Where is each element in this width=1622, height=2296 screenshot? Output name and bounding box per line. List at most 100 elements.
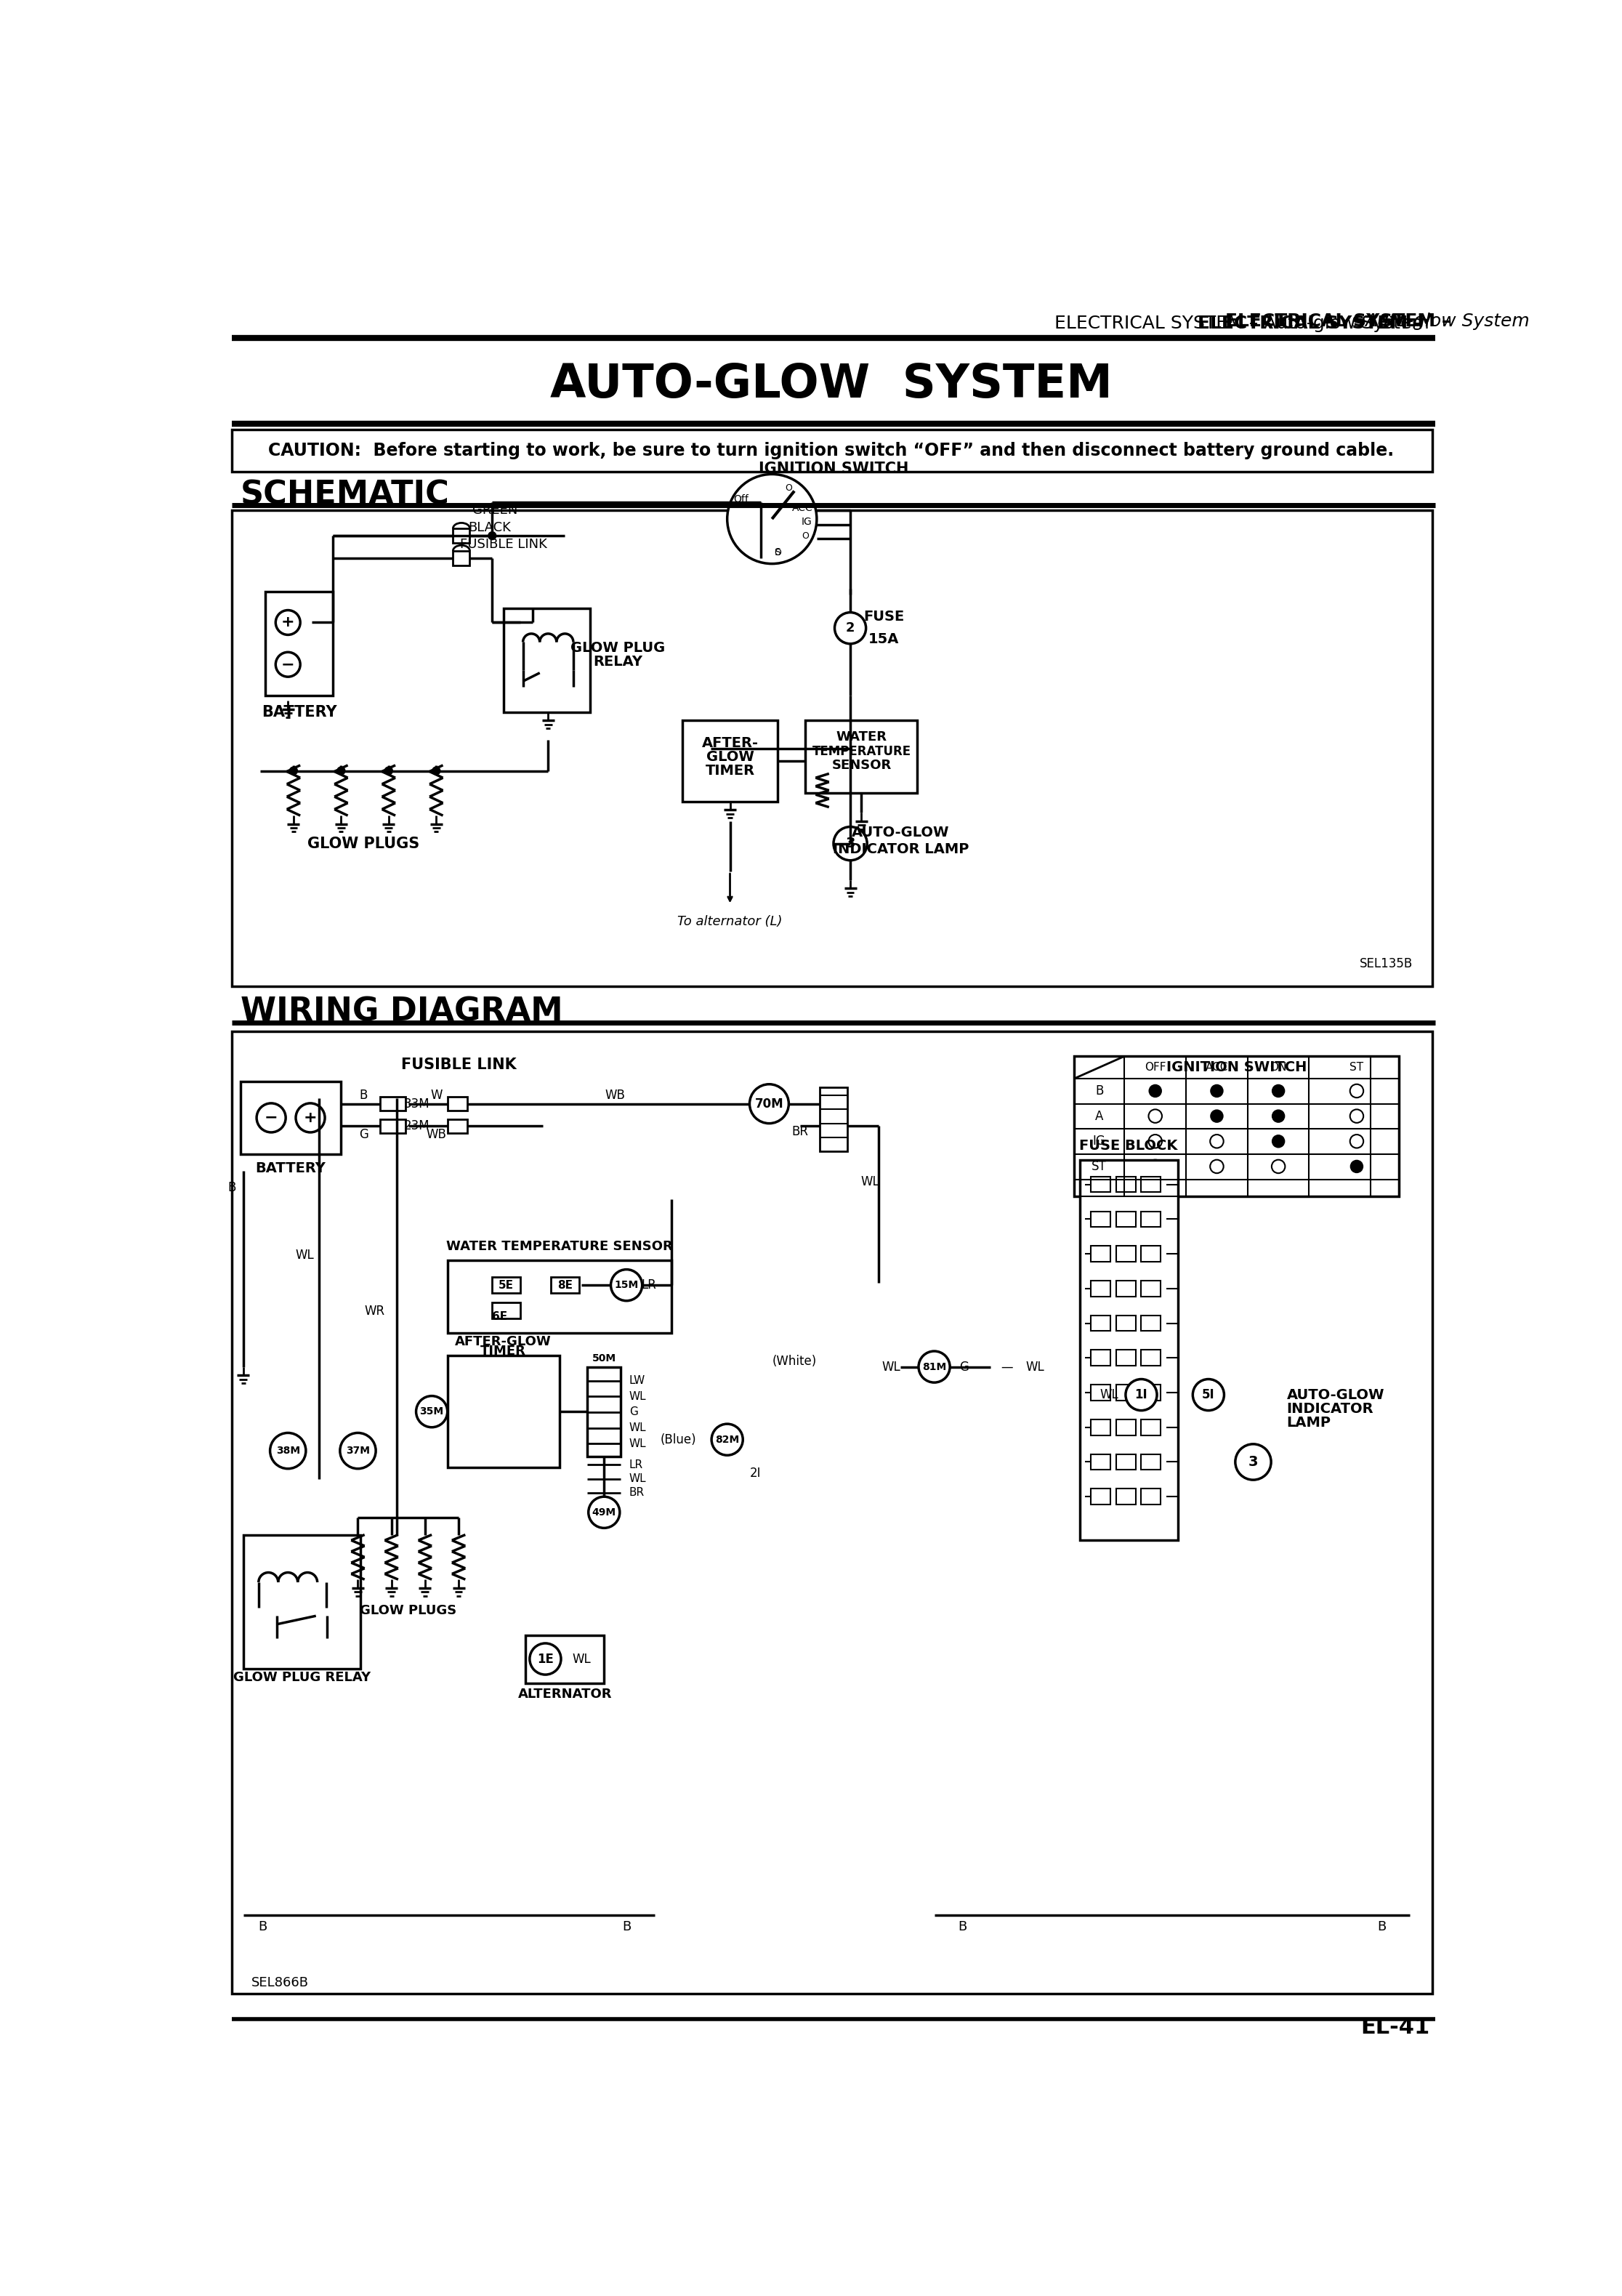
Circle shape <box>1192 1380 1225 1410</box>
Bar <box>266 592 333 696</box>
Text: O: O <box>785 484 792 494</box>
Bar <box>491 1277 521 1293</box>
Bar <box>1092 1419 1111 1435</box>
Text: AUTO-GLOW: AUTO-GLOW <box>1286 1387 1385 1403</box>
Text: INDICATOR: INDICATOR <box>1286 1403 1374 1417</box>
Bar <box>448 1261 672 1334</box>
Text: B: B <box>360 1088 368 1102</box>
Bar <box>1142 1488 1161 1504</box>
Circle shape <box>341 1433 376 1469</box>
Circle shape <box>749 1084 788 1123</box>
Circle shape <box>1272 1134 1285 1148</box>
Bar <box>806 721 918 792</box>
Text: INDICATOR LAMP: INDICATOR LAMP <box>832 843 968 856</box>
Circle shape <box>276 611 300 634</box>
Text: 5I: 5I <box>1202 1389 1215 1401</box>
Text: GLOW PLUGS: GLOW PLUGS <box>308 836 420 852</box>
Text: 6E: 6E <box>491 1311 508 1322</box>
Text: LR: LR <box>641 1279 657 1293</box>
Circle shape <box>1210 1109 1223 1123</box>
Text: AFTER-: AFTER- <box>702 737 759 751</box>
Circle shape <box>1148 1084 1161 1097</box>
Text: 3: 3 <box>1249 1456 1259 1469</box>
Bar <box>232 510 1432 987</box>
Bar <box>1142 1212 1161 1226</box>
Circle shape <box>1350 1134 1364 1148</box>
Text: TIMER: TIMER <box>480 1345 526 1357</box>
Text: GREEN: GREEN <box>472 505 517 517</box>
Text: WB: WB <box>605 1088 626 1102</box>
Text: 70M: 70M <box>754 1097 783 1111</box>
Text: WL: WL <box>629 1437 647 1449</box>
Text: +: + <box>303 1111 316 1125</box>
Text: 38M: 38M <box>276 1446 300 1456</box>
Text: To alternator (L): To alternator (L) <box>678 916 782 928</box>
Text: SCHEMATIC: SCHEMATIC <box>240 480 449 510</box>
Text: WIRING DIAGRAM: WIRING DIAGRAM <box>240 996 563 1026</box>
Text: FUSE: FUSE <box>863 611 905 625</box>
Circle shape <box>289 767 298 776</box>
Bar <box>448 1355 560 1467</box>
Circle shape <box>295 1104 324 1132</box>
Bar <box>1092 1281 1111 1297</box>
Text: IGNITION SWITCH: IGNITION SWITCH <box>759 461 908 475</box>
Bar <box>526 1635 603 1683</box>
Bar <box>1092 1488 1111 1504</box>
Text: SEL866B: SEL866B <box>251 1977 308 1988</box>
Text: WL: WL <box>629 1474 647 1483</box>
Circle shape <box>256 1104 285 1132</box>
Text: 2: 2 <box>845 622 855 634</box>
Text: G: G <box>629 1407 637 1417</box>
Text: G: G <box>358 1127 368 1141</box>
Text: GLOW: GLOW <box>706 751 754 765</box>
Text: B: B <box>957 1919 967 1933</box>
Bar <box>1080 1159 1178 1541</box>
Bar <box>380 1097 405 1111</box>
Bar <box>1116 1419 1135 1435</box>
Text: AUTO-GLOW  SYSTEM: AUTO-GLOW SYSTEM <box>550 363 1113 406</box>
Text: ALTERNATOR: ALTERNATOR <box>517 1688 611 1701</box>
Text: AFTER-GLOW: AFTER-GLOW <box>456 1334 551 1348</box>
Bar <box>1092 1176 1111 1192</box>
Text: RELAY: RELAY <box>594 654 642 668</box>
Text: CAUTION:  Before starting to work, be sure to turn ignition switch “OFF” and the: CAUTION: Before starting to work, be sur… <box>268 441 1395 459</box>
Text: GLOW PLUG: GLOW PLUG <box>571 641 665 654</box>
Circle shape <box>611 1270 642 1302</box>
Text: WB: WB <box>427 1127 446 1141</box>
Text: WL: WL <box>1100 1389 1119 1401</box>
Text: O: O <box>774 549 782 558</box>
Text: 50M: 50M <box>592 1352 616 1364</box>
Bar <box>1142 1384 1161 1401</box>
Circle shape <box>431 767 441 776</box>
Text: ACC: ACC <box>792 503 813 512</box>
Bar <box>240 1081 341 1155</box>
Text: IG: IG <box>1093 1134 1106 1148</box>
Bar <box>243 1534 360 1669</box>
Text: BLACK: BLACK <box>469 521 511 535</box>
Bar <box>1116 1488 1135 1504</box>
Text: B: B <box>1377 1919 1387 1933</box>
Circle shape <box>1350 1159 1364 1173</box>
Text: (Blue): (Blue) <box>660 1433 696 1446</box>
Text: 49M: 49M <box>592 1506 616 1518</box>
Text: WL: WL <box>861 1176 879 1189</box>
Text: 1I: 1I <box>1135 1389 1148 1401</box>
Text: W: W <box>430 1088 443 1102</box>
Text: SENSOR: SENSOR <box>832 758 892 771</box>
Bar <box>491 1302 521 1318</box>
Text: FUSIBLE LINK: FUSIBLE LINK <box>401 1058 516 1072</box>
Circle shape <box>1126 1380 1156 1410</box>
Text: ST: ST <box>1350 1063 1364 1072</box>
Bar <box>1142 1419 1161 1435</box>
Text: WATER TEMPERATURE SENSOR: WATER TEMPERATURE SENSOR <box>446 1240 673 1254</box>
Circle shape <box>1148 1109 1161 1123</box>
Circle shape <box>1272 1159 1285 1173</box>
Text: FUSE BLOCK: FUSE BLOCK <box>1079 1139 1178 1153</box>
Text: BATTERY: BATTERY <box>261 705 337 719</box>
Circle shape <box>417 1396 448 1428</box>
Text: 82M: 82M <box>715 1435 740 1444</box>
Circle shape <box>384 767 393 776</box>
Bar <box>1116 1350 1135 1366</box>
Circle shape <box>1272 1109 1285 1123</box>
Text: GLOW PLUGS: GLOW PLUGS <box>360 1603 457 1616</box>
